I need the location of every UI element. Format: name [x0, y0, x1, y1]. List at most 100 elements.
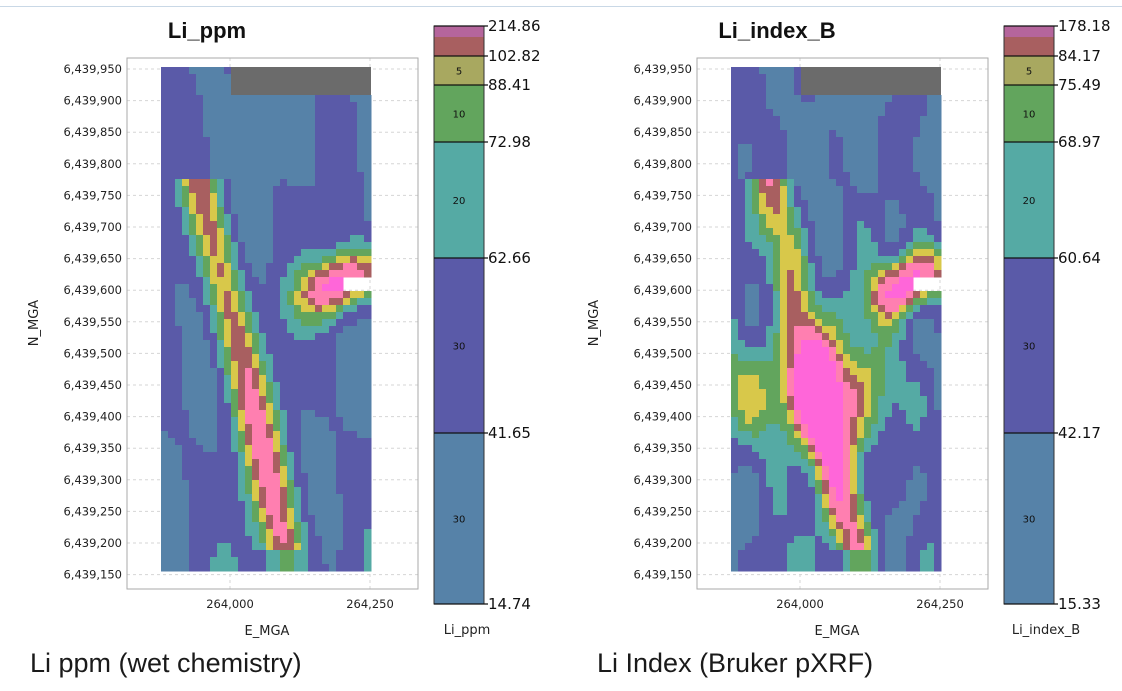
heatmap-cell	[343, 305, 351, 313]
heatmap-cell	[899, 417, 907, 425]
heatmap-cell	[822, 480, 830, 488]
heatmap-cell	[815, 326, 823, 334]
heatmap-cell	[161, 193, 169, 201]
heatmap-cell	[308, 144, 316, 152]
heatmap-cell	[168, 130, 176, 138]
heatmap-cell	[787, 403, 795, 411]
heatmap-cell	[175, 130, 183, 138]
no-data-cell	[364, 88, 371, 95]
heatmap-cell	[780, 508, 788, 516]
heatmap-cell	[878, 256, 886, 264]
heatmap-cell	[357, 403, 365, 411]
heatmap-cell	[224, 354, 232, 362]
heatmap-cell	[343, 508, 351, 516]
heatmap-cell	[273, 221, 281, 229]
heatmap-cell	[892, 368, 900, 376]
heatmap-cell	[843, 214, 851, 222]
heatmap-cell	[350, 361, 358, 369]
heatmap-cell	[182, 249, 190, 257]
heatmap-cell	[308, 417, 316, 425]
heatmap-cell	[899, 438, 907, 446]
heatmap-cell	[196, 403, 204, 411]
heatmap-cell	[357, 333, 365, 341]
heatmap-cell	[161, 403, 169, 411]
heatmap-cell	[899, 543, 907, 551]
heatmap-cell	[794, 172, 802, 180]
heatmap-cell	[168, 249, 176, 257]
heatmap-cell	[329, 193, 337, 201]
heatmap-cell	[280, 361, 288, 369]
heatmap-cell	[850, 417, 858, 425]
heatmap-cell	[885, 200, 893, 208]
heatmap-cell	[189, 459, 197, 467]
heatmap-cell	[815, 445, 823, 453]
heatmap-cell	[801, 368, 809, 376]
heatmap-cell	[273, 452, 281, 460]
heatmap-cell	[175, 396, 183, 404]
heatmap-cell	[189, 95, 197, 103]
heatmap-cell	[773, 459, 781, 467]
heatmap-cell	[920, 487, 928, 495]
heatmap-cell	[801, 431, 809, 439]
heatmap-cell	[161, 270, 169, 278]
heatmap-cell	[899, 431, 907, 439]
heatmap-cell	[843, 375, 851, 383]
heatmap-cell	[864, 403, 872, 411]
heatmap-cell	[329, 466, 337, 474]
heatmap-cell	[885, 466, 893, 474]
heatmap-cell	[927, 508, 935, 516]
heatmap-cell	[913, 438, 921, 446]
heatmap-cell	[801, 207, 809, 215]
heatmap-cell	[224, 298, 232, 306]
y-tick-label: 6,439,300	[633, 473, 692, 487]
heatmap-cell	[217, 312, 225, 320]
heatmap-cell	[217, 368, 225, 376]
heatmap-cell	[329, 235, 337, 243]
heatmap-cell	[822, 102, 830, 110]
heatmap-cell	[252, 291, 260, 299]
heatmap-cell	[871, 340, 879, 348]
heatmap-cell	[182, 144, 190, 152]
heatmap-cell	[927, 95, 935, 103]
heatmap-cell	[934, 564, 942, 572]
heatmap-cell	[287, 256, 295, 264]
heatmap-cell	[189, 67, 197, 75]
heatmap-cell	[329, 263, 337, 271]
heatmap-cell	[245, 354, 253, 362]
heatmap-cell	[850, 410, 858, 418]
heatmap-cell	[801, 501, 809, 509]
heatmap-cell	[801, 95, 809, 103]
heatmap-cell	[829, 123, 837, 131]
y-tick-label: 6,439,650	[63, 252, 122, 266]
heatmap-cell	[850, 186, 858, 194]
heatmap-cell	[843, 515, 851, 523]
heatmap-cell	[364, 487, 372, 495]
heatmap-cell	[231, 179, 239, 187]
heatmap-cell	[864, 130, 872, 138]
heatmap-cell	[878, 130, 886, 138]
heatmap-cell	[252, 200, 260, 208]
heatmap-cell	[794, 368, 802, 376]
heatmap-cell	[280, 480, 288, 488]
heatmap-cell	[892, 102, 900, 110]
heatmap-cell	[245, 109, 253, 117]
heatmap-cell	[287, 207, 295, 215]
heatmap-cell	[175, 354, 183, 362]
heatmap-cell	[224, 543, 232, 551]
heatmap-cell	[920, 319, 928, 327]
heatmap-cell	[343, 333, 351, 341]
heatmap-cell	[217, 389, 225, 397]
heatmap-cell	[287, 228, 295, 236]
y-tick-label: 6,439,800	[633, 157, 692, 171]
heatmap-cell	[273, 326, 281, 334]
heatmap-cell	[794, 564, 802, 572]
heatmap-cell	[280, 312, 288, 320]
heatmap-cell	[210, 312, 218, 320]
heatmap-cell	[885, 473, 893, 481]
heatmap-cell	[196, 291, 204, 299]
heatmap-cell	[217, 284, 225, 292]
heatmap-cell	[322, 508, 330, 516]
no-data-cell	[329, 67, 336, 74]
heatmap-cell	[906, 123, 914, 131]
heatmap-cell	[822, 179, 830, 187]
